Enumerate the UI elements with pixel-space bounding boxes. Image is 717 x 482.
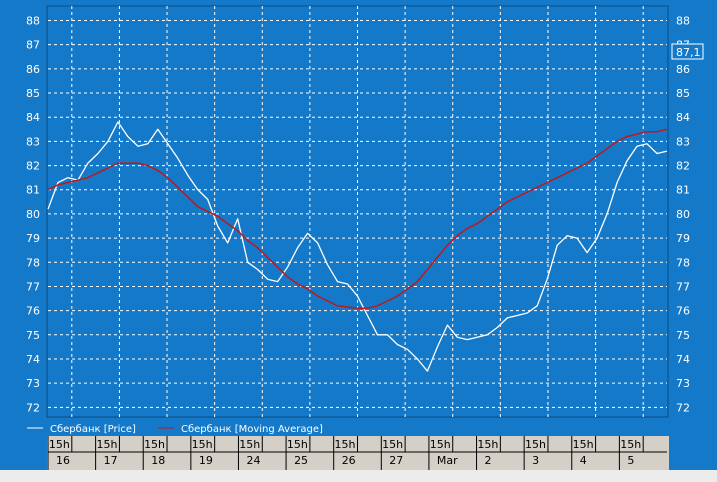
y-tick-label-right: 75 <box>676 329 690 342</box>
y-tick-label-left: 76 <box>26 305 40 318</box>
hour-label: 15h <box>573 438 594 451</box>
hour-label: 15h <box>335 438 356 451</box>
legend-label-price: Сбербанк [Price] <box>50 424 136 435</box>
y-tick-label-left: 83 <box>26 135 40 148</box>
hour-label: 15h <box>144 438 165 451</box>
y-tick-label-left: 81 <box>26 184 40 197</box>
y-tick-label-left: 77 <box>26 280 40 293</box>
y-tick-label-left: 85 <box>26 87 40 100</box>
series-line-price <box>47 121 668 372</box>
y-tick-label-right: 74 <box>676 353 690 366</box>
y-tick-label-left: 75 <box>26 329 40 342</box>
y-tick-label-right: 81 <box>676 184 690 197</box>
y-tick-label-left: 87 <box>26 39 40 52</box>
y-tick-label-right: 84 <box>676 111 690 124</box>
y-tick-label-left: 72 <box>26 401 40 414</box>
day-label: 5 <box>627 454 634 467</box>
day-label: 16 <box>56 454 70 467</box>
y-tick-label-right: 82 <box>676 160 690 173</box>
y-tick-label-left: 82 <box>26 160 40 173</box>
day-label: 3 <box>532 454 539 467</box>
y-tick-label-left: 86 <box>26 63 40 76</box>
hour-label: 15h <box>620 438 641 451</box>
day-label: 26 <box>342 454 356 467</box>
horizontal-scrollbar[interactable] <box>0 470 717 482</box>
y-tick-label-right: 73 <box>676 377 690 390</box>
hour-label: 15h <box>477 438 498 451</box>
last-value-label: 87,1 <box>676 46 701 59</box>
y-tick-label-right: 83 <box>676 135 690 148</box>
series-line-moving-average <box>47 128 668 309</box>
hour-label: 15h <box>49 438 70 451</box>
y-tick-label-right: 85 <box>676 87 690 100</box>
y-tick-label-left: 88 <box>26 15 40 28</box>
hour-label: 15h <box>96 438 117 451</box>
day-label: 17 <box>104 454 118 467</box>
y-tick-label-right: 86 <box>676 63 690 76</box>
hour-label: 15h <box>192 438 213 451</box>
day-label: 4 <box>580 454 587 467</box>
y-tick-label-left: 79 <box>26 232 40 245</box>
day-label: Mar <box>437 454 458 467</box>
y-tick-label-right: 80 <box>676 208 690 221</box>
day-label: 19 <box>199 454 213 467</box>
y-tick-label-left: 84 <box>26 111 40 124</box>
day-row: 16 17 18 19 24 25 26 27 Mar 2 3 4 5 <box>47 436 667 470</box>
hour-label: 15h <box>287 438 308 451</box>
y-axis-left: 72 73 74 75 76 77 78 79 80 81 82 83 84 85 86 87 88 <box>26 15 40 415</box>
hour-label: 15h <box>239 438 260 451</box>
y-tick-label-left: 73 <box>26 377 40 390</box>
day-label: 27 <box>389 454 403 467</box>
y-tick-label-right: 77 <box>676 280 690 293</box>
grid-lines <box>48 6 667 417</box>
day-label: 24 <box>246 454 260 467</box>
day-label: 25 <box>294 454 308 467</box>
day-label: 18 <box>151 454 165 467</box>
time-axis: 15h 15h 15h 15h 15h 15h 15h 15h 15h 15h 15h 15h 15h … <box>47 436 669 470</box>
hour-label: 15h <box>382 438 403 451</box>
y-tick-label-left: 74 <box>26 353 40 366</box>
y-tick-label-right: 76 <box>676 305 690 318</box>
legend-label-moving-average: Сбербанк [Moving Average] <box>181 424 323 435</box>
hour-label: 15h <box>430 438 451 451</box>
legend: Сбербанк [Price] Сбербанк [Moving Averag… <box>27 424 323 435</box>
y-tick-label-left: 80 <box>26 208 40 221</box>
y-tick-label-right: 79 <box>676 232 690 245</box>
y-tick-label-right: 88 <box>676 15 690 28</box>
y-tick-label-right: 78 <box>676 256 690 269</box>
y-tick-label-left: 78 <box>26 256 40 269</box>
series-layer <box>47 121 668 372</box>
hour-label: 15h <box>525 438 546 451</box>
y-tick-label-right: 72 <box>676 401 690 414</box>
last-value-box <box>671 43 704 60</box>
day-label: 2 <box>485 454 492 467</box>
hour-row: 15h 15h 15h 15h 15h 15h 15h 15h 15h 15h 15h 15h 15h <box>49 436 644 452</box>
